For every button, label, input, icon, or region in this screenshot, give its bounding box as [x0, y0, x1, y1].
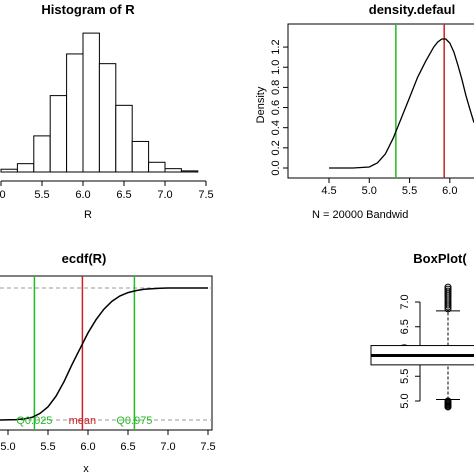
boxplot-y-tick-label: 5.5 — [399, 369, 411, 384]
histogram-x-tick-label: .0 — [0, 189, 6, 201]
boxplot-y-tick-label: 7.0 — [399, 294, 411, 309]
ecdf-frame — [0, 275, 213, 431]
ecdf-quantile-label: Q0.975 — [116, 415, 152, 427]
ecdf-panel: ecdf(R) x Q0.025 mean Q0.975 5.0 5.5 6.0 6.5 7.… — [0, 251, 216, 474]
boxplot-panel: BoxPlot( 5.05.56.06.57.0 — [370, 251, 474, 411]
density-y-tick-label: 0.6 — [270, 100, 282, 115]
density-x-tick-label: 5.5 — [402, 185, 417, 197]
ecdf-x-tick-label: 5.0 — [0, 441, 15, 453]
ecdf-x-tick-label: 7.0 — [160, 441, 175, 453]
density-frame — [287, 23, 474, 179]
density-x-tick-label: 6.0 — [442, 185, 457, 197]
boxplot-title: BoxPlot( — [413, 251, 467, 266]
density-x-tick-label: 4.5 — [321, 185, 336, 197]
histogram-x-tick-label: 7.0 — [157, 189, 172, 201]
density-y-tick-label: 0.0 — [270, 160, 282, 175]
histogram-bar — [98, 63, 117, 173]
histogram-bar — [66, 53, 84, 173]
ecdf-quantile-label: Q0.025 — [16, 415, 52, 427]
density-x-tick-label: 5.0 — [362, 185, 377, 197]
ecdf-x-tick-label: 6.5 — [120, 441, 135, 453]
density-y-tick-label: 0.2 — [270, 140, 282, 155]
ecdf-x-label: x — [83, 463, 89, 474]
ecdf-title: ecdf(R) — [62, 251, 107, 266]
density-y-tick-label: 1.0 — [270, 60, 282, 75]
histogram-x-tick-label: 7.5 — [198, 189, 213, 201]
histogram-x-label: R — [84, 209, 92, 221]
density-x-label: N = 20000 Bandwid — [312, 209, 408, 221]
histogram-bar — [49, 95, 68, 173]
histogram-bar — [115, 104, 133, 173]
density-curve — [329, 38, 474, 169]
ecdf-curve — [0, 287, 208, 421]
boxplot-y-tick-label: 5.0 — [399, 393, 411, 408]
density-y-label: Density — [255, 86, 267, 123]
boxplot-outlier — [444, 287, 452, 295]
ecdf-mean-label: mean — [69, 415, 97, 427]
histogram-x-tick-label: 5.5 — [34, 189, 49, 201]
histogram-x-tick-label: 6.0 — [75, 189, 90, 201]
histogram-bar — [82, 32, 100, 173]
boxplot-outlier — [444, 285, 452, 293]
histogram-bar — [164, 168, 182, 173]
ecdf-x-tick-label: 6.0 — [80, 441, 95, 453]
histogram-panel: Histogram of R R .0 5.5 6.0 6.5 7.0 7.5 — [0, 2, 214, 221]
density-y-tick-label: 0.4 — [270, 120, 282, 135]
density-y-tick-label: 1.2 — [270, 39, 282, 54]
histogram-bar — [148, 161, 166, 173]
histogram-bar — [16, 163, 35, 173]
boxplot-outlier — [444, 283, 452, 291]
density-title: density.defaul — [369, 2, 455, 17]
histogram-title: Histogram of R — [41, 2, 135, 17]
histogram-bar — [0, 168, 18, 173]
density-panel: density.defaul N = 20000 Bandwid Density… — [255, 2, 474, 221]
density-y-tick-label: 0.8 — [270, 80, 282, 95]
histogram-x-tick-label: 6.5 — [116, 189, 131, 201]
ecdf-x-tick-label: 7.5 — [200, 441, 215, 453]
ecdf-x-tick-label: 5.5 — [40, 441, 55, 453]
histogram-bar — [33, 135, 51, 173]
boxplot-outlier — [444, 403, 452, 411]
histogram-bar — [180, 170, 199, 173]
histogram-bar — [131, 140, 150, 173]
boxplot-y-tick-label: 6.5 — [399, 319, 411, 334]
